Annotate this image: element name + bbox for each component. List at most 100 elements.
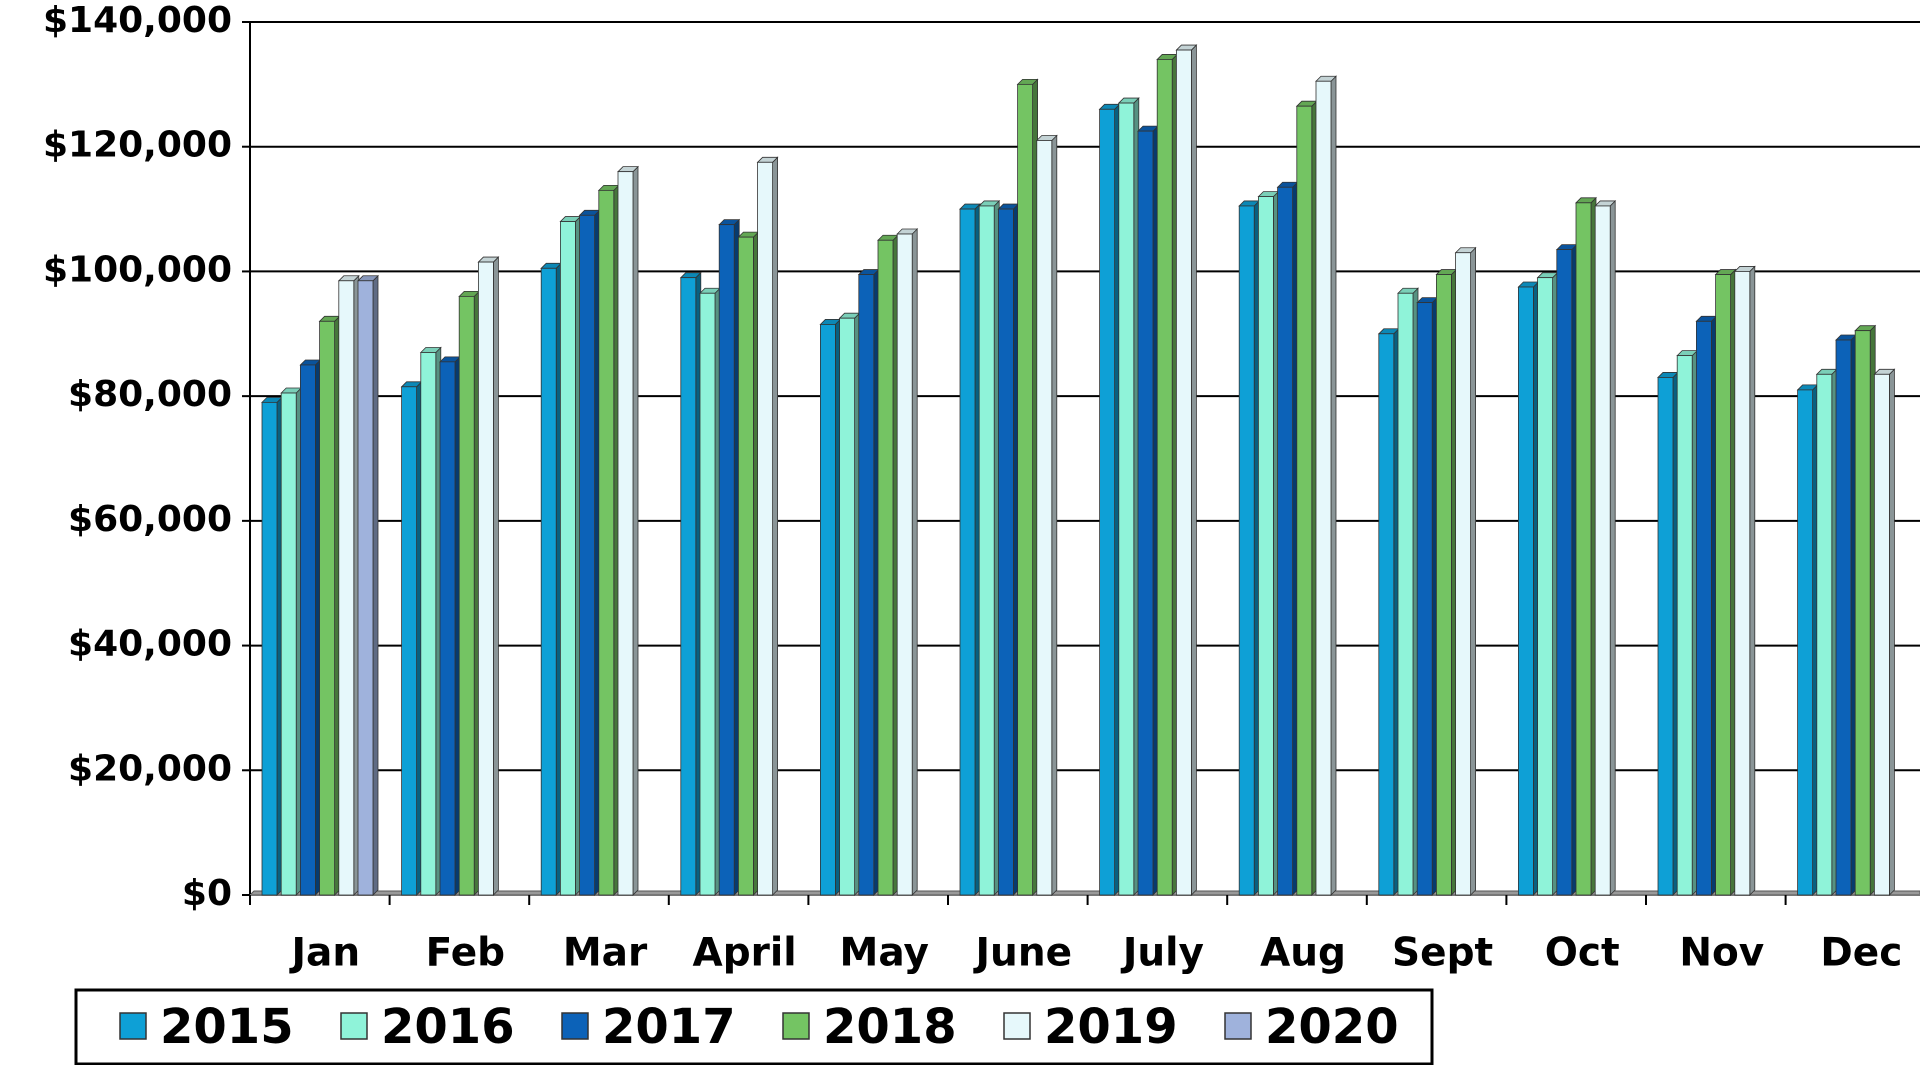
bar (1277, 186, 1293, 896)
legend-label: 2018 (823, 999, 957, 1055)
bar (1416, 302, 1433, 896)
bar (896, 233, 913, 896)
bar (1296, 105, 1313, 896)
bar (439, 361, 456, 896)
bar (1518, 286, 1534, 896)
bar-side (372, 274, 379, 896)
bar (699, 292, 716, 896)
bar (877, 239, 894, 896)
bar (959, 208, 976, 896)
bar (1816, 373, 1833, 896)
bar (477, 261, 494, 896)
bar-side (632, 165, 639, 896)
bar (998, 208, 1014, 896)
y-tick-label: $0 (182, 873, 232, 914)
legend-swatch (782, 1012, 810, 1040)
bar (680, 277, 697, 896)
y-tick-label: $60,000 (68, 499, 232, 540)
bar (1676, 355, 1693, 896)
bar (1797, 389, 1813, 896)
bar (1118, 102, 1135, 896)
x-tick-label: Oct (1545, 931, 1620, 976)
x-tick-label: Jan (289, 931, 361, 976)
legend-swatch (1003, 1012, 1031, 1040)
bar (401, 386, 418, 896)
bar (1835, 339, 1852, 896)
bar (1315, 80, 1332, 896)
legend-label: 2019 (1044, 999, 1178, 1055)
x-tick-label: Aug (1260, 931, 1346, 976)
bar (1099, 108, 1115, 896)
bar (357, 280, 374, 896)
bar (1455, 252, 1471, 896)
bar (1137, 130, 1154, 896)
y-tick-label: $40,000 (68, 624, 232, 665)
bar (1854, 330, 1871, 896)
bar (1436, 274, 1452, 896)
bar-side (1330, 75, 1337, 896)
bar (420, 352, 437, 896)
legend-swatch (340, 1012, 368, 1040)
bar (738, 236, 754, 896)
bar-side (1051, 134, 1058, 896)
bar (579, 214, 595, 896)
legend-box (74, 988, 1434, 1065)
bar (458, 295, 475, 896)
x-tick-label: Nov (1679, 931, 1764, 976)
bar (1378, 333, 1395, 896)
x-tick-label: April (693, 931, 797, 976)
x-tick-label: Dec (1820, 931, 1902, 976)
y-tick-label: $140,000 (43, 0, 232, 41)
bar (1657, 377, 1674, 896)
legend-swatch (1224, 1012, 1252, 1040)
bar (1594, 205, 1611, 896)
bar-side (1191, 44, 1197, 896)
bar (1715, 274, 1731, 896)
bar (319, 320, 336, 896)
bar (280, 392, 297, 896)
bar (1397, 292, 1414, 896)
x-tick-label: Feb (426, 931, 505, 976)
bar-side (1609, 199, 1616, 896)
bar (1537, 277, 1553, 896)
bar (540, 267, 557, 896)
bar-side (1889, 368, 1895, 896)
bar-side (772, 156, 778, 896)
bar (1238, 205, 1255, 896)
bar (1156, 59, 1173, 896)
bar (1176, 49, 1192, 896)
bar (1017, 83, 1033, 896)
legend-label: 2015 (160, 999, 294, 1055)
bar (1575, 202, 1592, 896)
bar (1556, 249, 1573, 896)
bar (718, 224, 735, 896)
y-tick-label: $120,000 (43, 125, 232, 166)
x-tick-label: May (840, 931, 929, 976)
bar (299, 364, 316, 896)
bar (1874, 373, 1890, 896)
bar (1696, 320, 1712, 896)
bar (1036, 140, 1053, 896)
legend-swatch (119, 1012, 147, 1040)
y-tick-label: $100,000 (43, 249, 232, 290)
bar-side (1470, 246, 1476, 896)
bar (858, 274, 875, 896)
y-tick-label: $20,000 (68, 748, 232, 789)
bar (757, 161, 773, 896)
legend-swatch (561, 1012, 589, 1040)
bar-side (911, 228, 918, 896)
bar (839, 317, 855, 896)
bar (820, 324, 836, 896)
bar-side (1749, 265, 1756, 896)
x-tick-label: Sept (1392, 931, 1493, 976)
bar (1258, 196, 1274, 896)
bar (1734, 271, 1751, 896)
bar (261, 401, 278, 896)
x-tick-label: Mar (563, 931, 648, 976)
bar (598, 189, 615, 896)
bar (560, 221, 576, 896)
x-tick-label: June (973, 931, 1073, 976)
legend-label: 2020 (1265, 999, 1399, 1055)
